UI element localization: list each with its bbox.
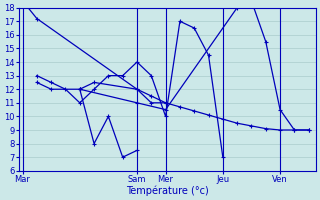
X-axis label: Température (°c): Température (°c) — [126, 185, 209, 196]
